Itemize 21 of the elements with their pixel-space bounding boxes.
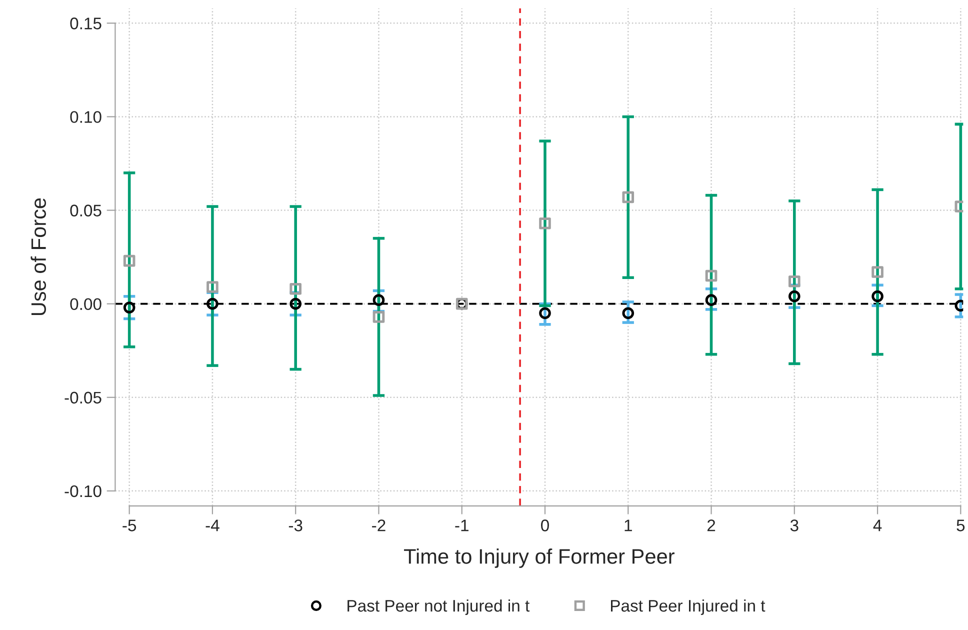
- y-tick-label: 0.00: [70, 298, 102, 310]
- y-tick-label: -0.05: [64, 392, 102, 404]
- x-tick-label: -4: [206, 520, 220, 532]
- x-axis-title: Time to Injury of Former Peer: [404, 548, 674, 568]
- x-tick-label: -1: [455, 520, 468, 532]
- x-tick-label: 4: [873, 520, 882, 532]
- y-tick-label: -0.10: [64, 485, 102, 498]
- y-tick-label: 0.05: [70, 204, 102, 216]
- x-tick-label: 5: [956, 520, 965, 532]
- x-tick-label: 1: [624, 520, 632, 532]
- y-tick-label: 0.10: [70, 111, 102, 123]
- x-tick-label: 2: [707, 520, 716, 532]
- x-tick-label: -3: [288, 520, 302, 532]
- x-tick-label: -5: [122, 520, 136, 532]
- legend-label: Past Peer not Injured in t: [348, 599, 530, 615]
- legend-label: Past Peer Injured in t: [611, 599, 766, 615]
- x-tick-label: -2: [372, 520, 386, 532]
- x-tick-label: 3: [790, 520, 798, 532]
- y-tick-label: 0.15: [70, 18, 102, 30]
- y-axis-title: Use of Force: [30, 198, 46, 316]
- x-tick-label: 0: [541, 520, 549, 532]
